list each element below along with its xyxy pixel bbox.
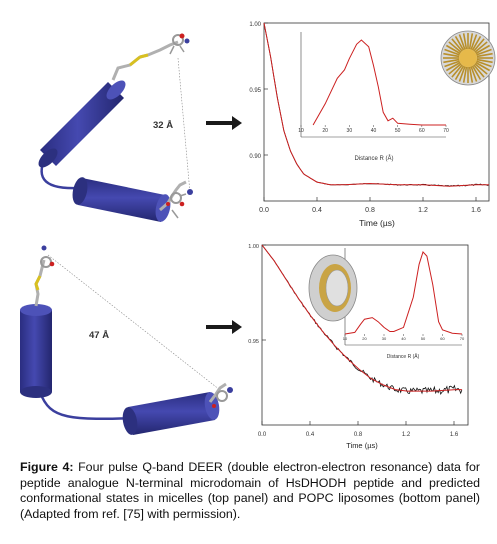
bottom-xlabel: Time (µs)	[346, 441, 378, 450]
inset-tick-label: 10	[343, 336, 348, 341]
micelle-lipid	[445, 44, 461, 55]
bottom-main-chart: 1.00 0.95 0.0 0.4 0.8 1.2 1.6 Time (µs) …	[248, 244, 469, 450]
micelle-lipid	[476, 48, 492, 56]
inset-tick-label: 50	[395, 128, 401, 134]
bottom-helix-2	[122, 392, 220, 435]
top-peptide-model	[38, 33, 193, 222]
inset-tick-label: 50	[421, 336, 426, 341]
bottom-xtick-3: 1.2	[402, 432, 411, 438]
micelle-lipid	[448, 63, 462, 75]
top-inset: 10 20 30 40 50 60 70 Distance R (Å)	[298, 32, 449, 162]
inset-tick-label: 20	[362, 336, 367, 341]
inset-tick-label: 30	[382, 336, 387, 341]
micelle-lipid	[471, 35, 482, 51]
micelle-lipid	[448, 41, 462, 53]
inset-tick-label: 60	[419, 128, 425, 134]
fit-curve	[261, 244, 462, 392]
micelle-lipid	[451, 64, 463, 78]
top-main-chart: 1.00 0.95 0.90 0.0 0.4 0.8 1.2 1.6 Time …	[249, 22, 496, 228]
top-inset-xlabel: Distance R (Å)	[354, 155, 393, 162]
fit-curve	[263, 22, 489, 187]
top-helix-1	[38, 80, 126, 168]
bottom-main-series	[261, 244, 463, 395]
bottom-helix-1	[20, 304, 52, 398]
top-ytick-1: 0.95	[249, 88, 261, 94]
top-helix-2	[72, 177, 171, 222]
inset-tick-label: 40	[371, 128, 377, 134]
distance-distribution	[344, 251, 463, 335]
bottom-ytick-1: 0.95	[248, 339, 259, 345]
inset-tick-label: 70	[460, 336, 465, 341]
caption-text: Four pulse Q-band DEER (double electron-…	[20, 460, 480, 521]
micelle-lipid	[468, 33, 474, 50]
micelle-lipid	[470, 34, 478, 50]
top-ytick-0: 1.00	[249, 22, 261, 28]
micelle-lipid	[451, 38, 463, 52]
top-xtick-0: 0.0	[259, 207, 269, 214]
inset-tick-label: 10	[298, 128, 304, 134]
inset-tick-label: 20	[322, 128, 328, 134]
inset-tick-label: 30	[347, 128, 353, 134]
micelle-lipid	[474, 41, 488, 53]
top-arrow-head	[232, 116, 242, 130]
micelle-lipid	[476, 52, 493, 58]
inset-tick-label: 60	[440, 336, 445, 341]
micelle-lipid	[462, 66, 468, 83]
micelle-lipid	[444, 48, 460, 56]
micelle-lipid	[470, 66, 478, 82]
micelle-lipid	[476, 60, 492, 68]
micelle-lipid	[443, 58, 460, 64]
bottom-arrow-head	[232, 320, 242, 334]
micelle-lipid	[468, 66, 474, 83]
micelle-lipid	[462, 33, 468, 50]
inset-tick-label: 70	[443, 128, 449, 134]
top-xtick-4: 1.6	[471, 207, 481, 214]
micelle-lipid	[475, 61, 491, 72]
liposome-illustration	[308, 254, 358, 322]
micelle-lipid	[475, 44, 491, 55]
micelle-lipid	[445, 61, 461, 72]
bottom-xticks	[261, 421, 455, 425]
bottom-xtick-2: 0.8	[354, 432, 363, 438]
micelle-lipid	[454, 65, 465, 81]
micelle-lipid	[454, 35, 465, 51]
micelle-lipid	[474, 63, 488, 75]
bottom-ytick-0: 1.00	[248, 244, 259, 250]
micelle-lipid	[444, 60, 460, 68]
top-main-series	[263, 22, 490, 187]
bottom-xtick-1: 0.4	[306, 432, 315, 438]
bottom-inset-xlabel: Distance R (Å)	[387, 353, 420, 360]
micelle-lipid	[473, 64, 485, 78]
micelle-lipid	[473, 38, 485, 52]
micelle-lipid	[471, 65, 482, 81]
caption-label: Figure 4:	[20, 460, 74, 474]
distance-distribution	[312, 39, 446, 126]
top-xtick-3: 1.2	[418, 207, 428, 214]
top-xlabel: Time (µs)	[359, 218, 395, 228]
micelle-lipid	[476, 58, 493, 64]
bottom-peptide-model	[20, 245, 233, 435]
micelle-lipid	[458, 34, 466, 50]
inset-tick-label: 40	[401, 336, 406, 341]
figure-caption: Figure 4: Four pulse Q-band DEER (double…	[20, 460, 480, 522]
bottom-distance-label: 47 Å	[89, 330, 109, 341]
micelle-lipid	[443, 52, 460, 58]
bottom-xtick-4: 1.6	[450, 432, 459, 438]
top-xtick-1: 0.4	[312, 207, 322, 214]
micelle-illustration	[440, 30, 496, 86]
micelle-lipid	[458, 66, 466, 82]
top-xticks	[263, 197, 477, 201]
bottom-xtick-0: 0.0	[258, 432, 267, 438]
top-ytick-2: 0.90	[249, 154, 261, 160]
top-xtick-2: 0.8	[365, 207, 375, 214]
top-distance-label: 32 Å	[153, 120, 173, 131]
